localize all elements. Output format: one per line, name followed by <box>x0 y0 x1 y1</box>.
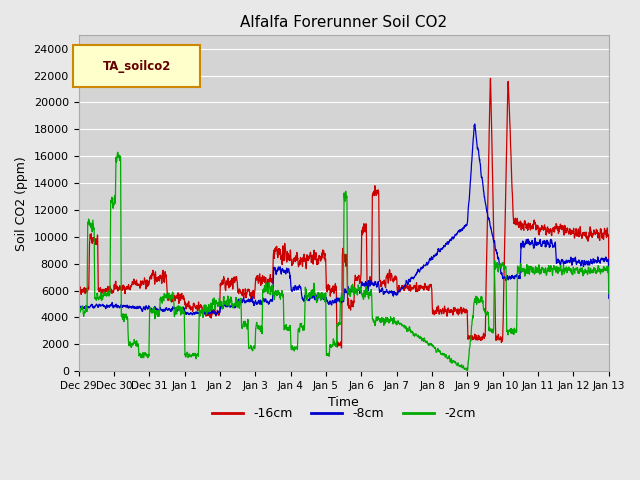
-8cm <box>301 294 308 300</box>
-2cm <box>278 290 286 296</box>
-2cm <box>301 295 309 300</box>
Legend: -16cm, -8cm, -2cm: -16cm, -8cm, -2cm <box>207 402 481 425</box>
X-axis label: Time: Time <box>328 396 359 409</box>
-16cm <box>337 345 345 351</box>
-8cm <box>470 121 478 127</box>
Line: -16cm: -16cm <box>79 78 609 348</box>
-8cm <box>595 257 602 263</box>
-2cm <box>538 265 545 271</box>
FancyBboxPatch shape <box>73 46 200 87</box>
-16cm <box>595 230 602 236</box>
-16cm <box>538 224 545 229</box>
Text: TA_soilco2: TA_soilco2 <box>102 60 171 73</box>
-2cm <box>75 340 83 346</box>
-16cm <box>486 75 494 81</box>
-16cm <box>278 256 285 262</box>
-2cm <box>605 291 612 297</box>
Line: -8cm: -8cm <box>79 124 609 340</box>
-16cm <box>301 258 308 264</box>
-2cm <box>167 295 175 301</box>
-8cm <box>278 267 285 273</box>
-8cm <box>75 337 83 343</box>
-16cm <box>75 327 83 333</box>
-2cm <box>463 368 471 374</box>
Line: -2cm: -2cm <box>79 152 609 371</box>
-8cm <box>135 304 143 310</box>
-16cm <box>166 295 174 300</box>
-2cm <box>595 264 602 269</box>
-8cm <box>538 243 545 249</box>
-2cm <box>135 352 143 358</box>
Title: Alfalfa Forerunner Soil CO2: Alfalfa Forerunner Soil CO2 <box>240 15 447 30</box>
-16cm <box>135 282 143 288</box>
-2cm <box>114 149 122 155</box>
-16cm <box>605 267 612 273</box>
-8cm <box>166 308 174 314</box>
-8cm <box>605 295 612 301</box>
Y-axis label: Soil CO2 (ppm): Soil CO2 (ppm) <box>15 156 28 251</box>
